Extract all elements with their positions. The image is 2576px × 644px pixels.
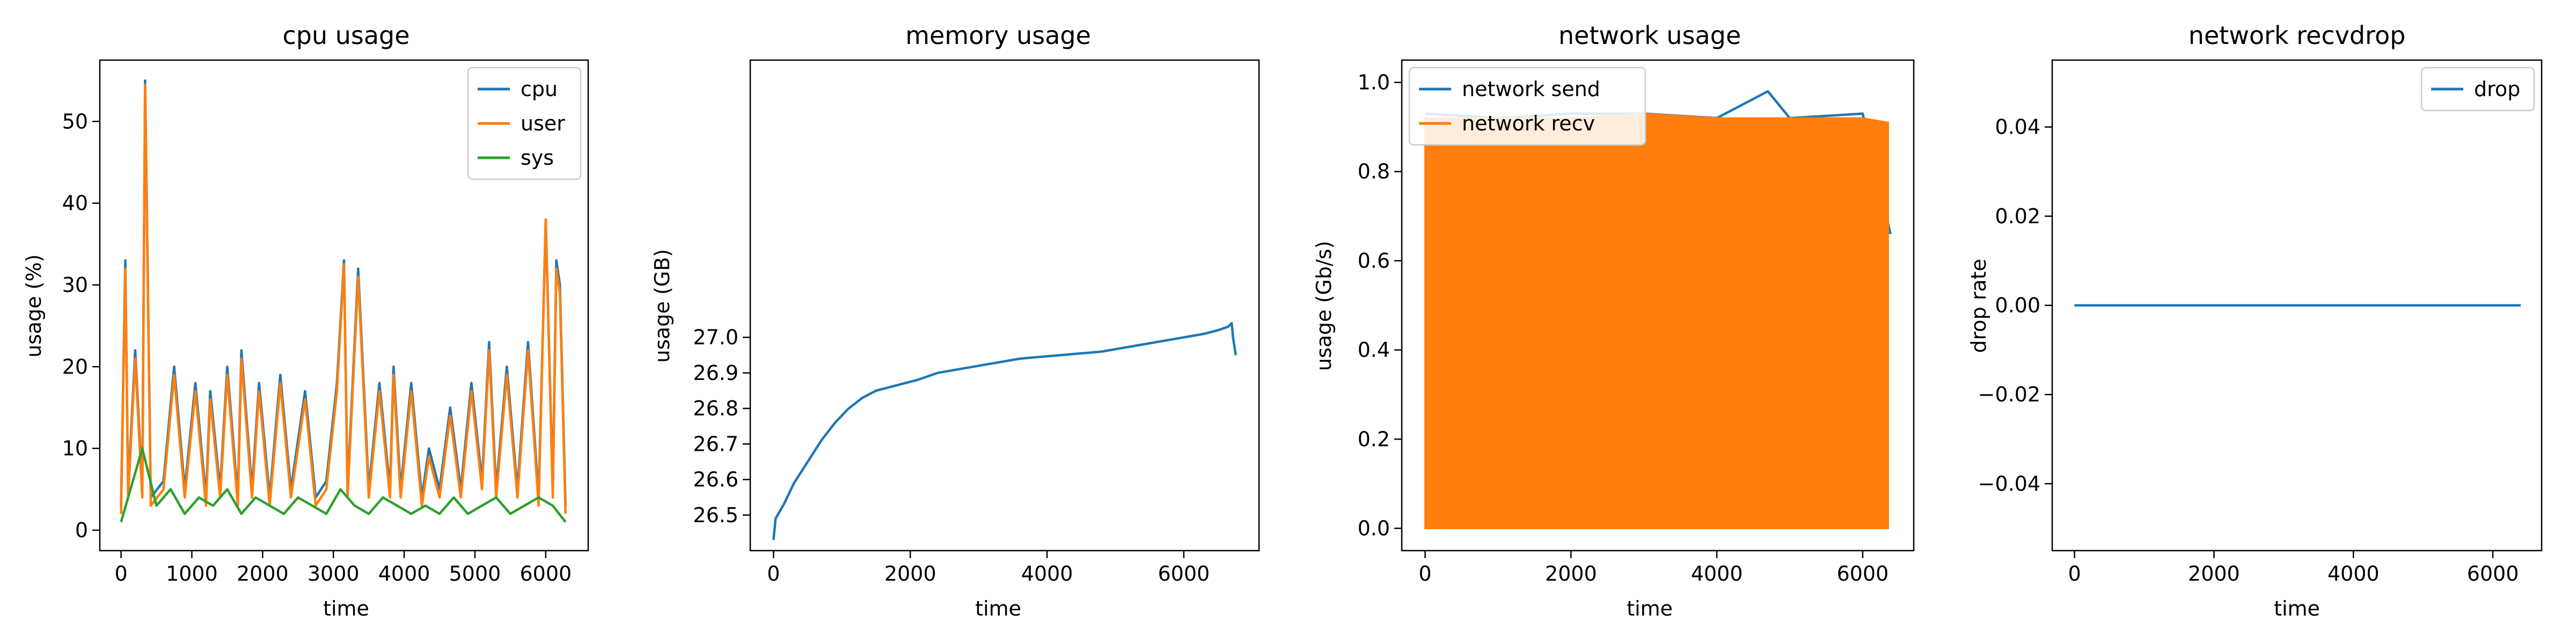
x-axis-label: time (1627, 597, 1673, 620)
series-fill-network-recv (1424, 113, 1889, 529)
x-tick-label: 3000 (308, 562, 360, 586)
y-axis-label: usage (GB) (650, 249, 674, 363)
y-tick-label: 0.04 (1995, 115, 2040, 139)
y-tick-label: 0.02 (1995, 204, 2040, 228)
x-tick-label: 0 (1418, 562, 1431, 586)
y-tick-label: 30 (62, 273, 88, 297)
y-tick-label: 0.8 (1358, 160, 1390, 184)
y-tick-label: 26.9 (693, 361, 738, 385)
x-tick-label: 0 (114, 562, 127, 586)
y-tick-label: 50 (62, 109, 88, 133)
legend-label: drop (2474, 77, 2520, 101)
x-tick-label: 2000 (2188, 562, 2240, 586)
y-tick-label: 0.0 (1358, 516, 1390, 540)
x-tick-label: 4000 (1021, 562, 1073, 586)
y-tick-label: 0 (75, 518, 88, 542)
y-tick-label: 1.0 (1358, 71, 1390, 94)
chart-title: cpu usage (282, 21, 409, 50)
series-layer (120, 79, 567, 523)
x-axis-label: time (2274, 597, 2320, 620)
x-tick-label: 6000 (1158, 562, 1210, 586)
y-tick-label: 0.00 (1995, 294, 2040, 317)
legend: network send network recv (1408, 67, 1646, 146)
y-axis-label: drop rate (1967, 259, 1990, 353)
chart-memory-usage: memory usage 0 2000 4000 6000 26.5 26.6 26.7 26… (650, 21, 1260, 620)
y-axis-label: usage (Gb/s) (1312, 241, 1336, 371)
x-tick-label: 5000 (449, 562, 501, 586)
y-tick-label: −0.02 (1978, 383, 2040, 406)
legend-label: network send (1462, 77, 1600, 101)
series-layer (772, 321, 1237, 540)
y-tick-label: 26.5 (693, 503, 738, 527)
plot-area: 0 2000 4000 6000 26.5 26.6 26.7 26.8 26.9 27.0 (693, 59, 1260, 586)
x-tick-label: 1000 (166, 562, 218, 586)
y-tick-label: 0.4 (1358, 338, 1390, 362)
chart-network-usage: network usage 0 2000 4000 60000.00.20.40.60… (1312, 21, 1915, 620)
x-tick-label: 4000 (378, 562, 430, 586)
axes-frame (1401, 59, 1915, 552)
legend-label: network recv (1462, 112, 1595, 135)
y-tick-label: −0.04 (1978, 472, 2040, 495)
y-tick-label: 27.0 (693, 326, 738, 349)
chart-title: memory usage (905, 21, 1091, 50)
axes-frame (99, 59, 589, 552)
legend: cpu user sys (467, 67, 582, 180)
y-tick-label: 10 (62, 437, 88, 460)
x-axis-label: time (975, 597, 1021, 620)
x-tick-label: 4000 (1691, 562, 1743, 586)
x-tick-label: 6000 (1837, 562, 1889, 586)
series-layer (1424, 90, 1892, 529)
x-tick-label: 4000 (2328, 562, 2380, 586)
axes-frame (749, 59, 1260, 552)
x-tick-label: 2000 (884, 562, 936, 586)
y-tick-label: 26.8 (693, 397, 738, 420)
y-tick-label: 26.7 (693, 432, 738, 456)
legend-label: user (521, 112, 565, 135)
x-tick-label: 0 (2068, 562, 2081, 586)
chart-network-recvdrop: network recvdrop 0 2000 4000 6000 −0.04 −0.02… (1967, 21, 2543, 620)
y-tick-label: 26.6 (693, 468, 738, 492)
x-tick-label: 6000 (2467, 562, 2519, 586)
y-tick-label: 0.6 (1358, 249, 1390, 273)
y-tick-label: 40 (62, 192, 88, 215)
y-tick-label: 0.2 (1358, 427, 1390, 451)
plot-area: 0 2000 4000 6000 −0.04 −0.02 0.00 0.02 0.04 drop (1978, 59, 2543, 586)
y-axis-label: usage (%) (22, 254, 46, 358)
x-tick-label: 0 (767, 562, 780, 586)
series-line-user (120, 83, 567, 514)
chart-title: network usage (1558, 21, 1741, 50)
legend-label: sys (521, 146, 554, 170)
x-tick-label: 2000 (237, 562, 289, 586)
chart-cpu-usage: cpu usage 0 1000 2000 3000 4000 5000 6000 0 10 20… (22, 21, 589, 620)
x-tick-label: 2000 (1545, 562, 1597, 586)
plot-area: 0 1000 2000 3000 4000 5000 6000 0 10 20 30 40 50 cpu u… (62, 59, 589, 586)
chart-title: network recvdrop (2189, 21, 2406, 50)
legend-label: cpu (521, 77, 558, 101)
series-line-memory (772, 321, 1237, 540)
x-axis-label: time (323, 597, 369, 620)
x-tick-label: 6000 (520, 562, 572, 586)
legend: drop (2420, 67, 2535, 112)
series-line-sys (120, 447, 567, 523)
y-tick-label: 20 (62, 355, 88, 378)
plot-area: 0 2000 4000 6000 0.0 0.2 0.4 0.6 0.8 1.0 network s… (1358, 59, 1915, 586)
